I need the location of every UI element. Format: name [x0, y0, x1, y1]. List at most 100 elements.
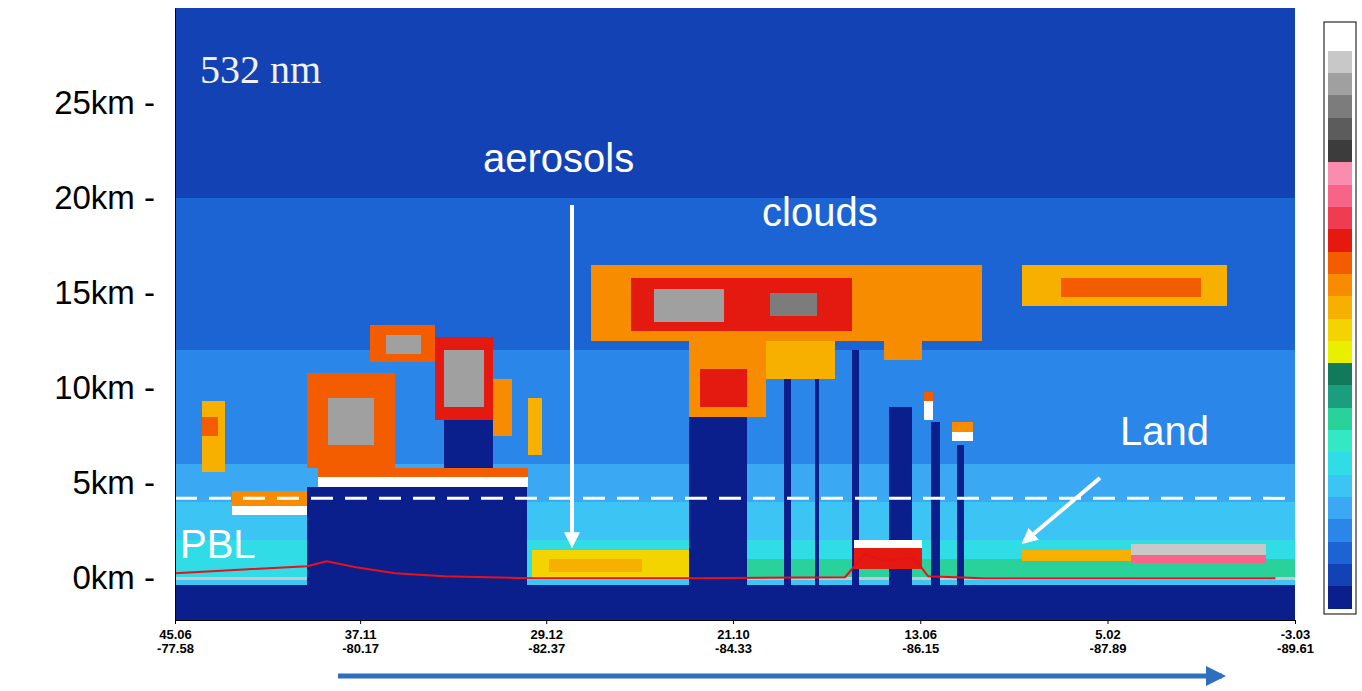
x-tick-sublabel: -82.37 [528, 641, 565, 656]
annotation-label: clouds [762, 190, 878, 234]
plot-area [175, 8, 1295, 620]
heatmap-cell [654, 289, 724, 321]
x-tick-mark [920, 620, 921, 624]
heatmap-cell [631, 278, 852, 331]
x-tick-mark [546, 620, 547, 624]
colorbar-swatch [1328, 162, 1352, 185]
heatmap-cell [549, 559, 642, 572]
y-tick-label: 5km - [73, 464, 156, 501]
heatmap-cell [318, 468, 528, 478]
heatmap-cell [175, 198, 1295, 350]
heatmap-cell [770, 293, 817, 316]
x-axis: 45.06-77.5837.11-80.1729.12-82.3721.10-8… [157, 620, 1314, 656]
colorbar-swatch [1328, 229, 1352, 252]
heatmap-cell [444, 350, 484, 407]
x-tick-sublabel: -89.61 [1277, 641, 1314, 656]
x-tick: 45.06-77.58 [157, 620, 194, 656]
heatmap-cell [202, 401, 225, 471]
colorbar-swatch [1328, 340, 1352, 363]
heatmap-cell [175, 8, 1295, 198]
colorbar-swatch [1328, 184, 1352, 207]
x-tick-mark [733, 620, 734, 624]
colorbar-swatch [1328, 296, 1352, 319]
heatmap-cell [884, 337, 921, 360]
heatmap-cell [370, 325, 435, 361]
chart-title: 532 nm [200, 47, 321, 92]
x-tick-sublabel: -77.58 [157, 641, 194, 656]
x-tick-mark [1295, 620, 1296, 624]
colorbar-swatch [1328, 318, 1352, 341]
x-tick: -3.03-89.61 [1277, 620, 1314, 656]
heatmap-cell [1131, 544, 1266, 555]
heatmap-cell [700, 369, 747, 407]
y-tick-label: 0km - [73, 559, 156, 596]
x-tick: 37.11-80.17 [342, 620, 379, 656]
heatmap-cell [952, 432, 973, 442]
x-tick-label: 21.10 [717, 627, 750, 642]
heatmap-cell [591, 265, 982, 341]
annotation-label: aerosols [483, 136, 634, 180]
colorbar-swatch [1328, 140, 1352, 163]
colorbar-swatch [1328, 563, 1352, 586]
heatmap-cell [1022, 550, 1131, 561]
heatmap-cell [328, 398, 375, 446]
y-tick-label: 15km - [54, 274, 155, 311]
colorbar-swatch [1328, 28, 1352, 51]
direction-arrow [338, 674, 1222, 679]
heatmap-cell [689, 341, 766, 417]
heatmap-cell [889, 407, 912, 620]
heatmap-cell [232, 506, 307, 516]
heatmap-cell [532, 550, 689, 578]
colorbar-swatch [1328, 474, 1352, 497]
heatmap-cell [854, 540, 922, 548]
y-tick: 20km - [54, 179, 175, 216]
y-tick: 25km - [54, 84, 175, 121]
heatmap-cell [952, 422, 973, 432]
colorbar-swatch [1328, 251, 1352, 274]
colorbar-swatch [1328, 586, 1352, 609]
annotation-label: PBL [180, 522, 256, 566]
heatmap-cell [957, 445, 964, 620]
heatmap-cell [852, 350, 859, 620]
colorbar-swatch [1328, 407, 1352, 430]
x-tick-sublabel: -86.15 [902, 641, 939, 656]
colorbar-swatch [1328, 117, 1352, 140]
x-tick-label: 45.06 [159, 627, 192, 642]
heatmap-cell [766, 341, 836, 379]
heatmap-cell [493, 379, 512, 436]
y-tick-label: 20km - [54, 179, 155, 216]
heatmap-cell [1131, 555, 1266, 563]
x-tick: 29.12-82.37 [528, 620, 565, 656]
x-tick-mark [175, 620, 176, 624]
y-tick-label: 25km - [54, 84, 155, 121]
x-tick: 21.10-84.33 [715, 620, 752, 656]
heatmap-cell [1022, 265, 1227, 307]
heatmap-cell [386, 335, 421, 354]
colorbar-swatch [1328, 430, 1352, 453]
colorbar-swatch [1328, 452, 1352, 475]
heatmap-cell [307, 487, 527, 620]
x-tick-mark [360, 620, 361, 624]
colorbar-swatch [1328, 273, 1352, 296]
reference-line [175, 497, 1295, 500]
x-tick-label: 5.02 [1095, 627, 1120, 642]
heatmap-cell [924, 401, 933, 420]
heatmap-cell [1061, 278, 1201, 297]
colorbar-swatch [1328, 519, 1352, 542]
y-tick: 15km - [54, 274, 175, 311]
heatmap-cell [689, 398, 748, 620]
x-tick-sublabel: -87.89 [1090, 641, 1127, 656]
colorbar-swatch [1328, 73, 1352, 96]
heatmap-cell [528, 398, 542, 455]
x-tick-mark [1108, 620, 1109, 624]
y-axis-line [175, 9, 176, 621]
x-tick: 5.02-87.89 [1090, 620, 1127, 656]
y-tick: 0km - [73, 559, 176, 596]
colorbar-swatch [1328, 385, 1352, 408]
heatmap-cell [318, 477, 528, 487]
heatmap-cell [924, 392, 933, 402]
x-axis-line [176, 621, 1296, 625]
annotation-arrow [1024, 478, 1100, 542]
colorbar-frame [1324, 22, 1356, 614]
annotation-arrow [570, 205, 574, 545]
